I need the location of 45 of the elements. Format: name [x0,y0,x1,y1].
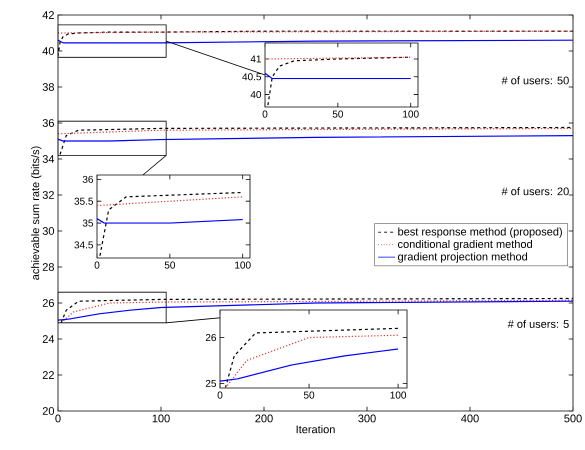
x-tick-label: 50 [304,392,314,399]
x-tick-label: 100 [390,392,406,399]
x-tick-label: 50 [332,110,344,118]
legend-label: gradient projection method [398,252,528,263]
y-tick-label: 30 [42,227,54,235]
line-series [220,348,399,382]
annotation: # of users: 50 [502,76,569,84]
x-tick-label: 100 [152,414,170,422]
x-tick-label: 500 [564,414,582,422]
x-tick-label: 50 [164,262,176,269]
annotation: # of users: 20 [502,187,569,196]
x-tick-label: 100 [403,110,419,118]
y-tick-label: 41 [250,56,261,62]
y-tick-label: 34 [42,155,54,163]
x-tick-label: 200 [255,414,273,422]
y-tick-label: 35.5 [74,198,94,205]
annotation: # of users: 5 [508,320,569,328]
x-axis-title: Iteration [296,425,335,434]
y-tick-label: 26 [206,334,216,342]
y-tick-label: 40 [42,47,54,55]
y-tick-label: 20 [42,407,54,415]
x-tick-label: 300 [358,414,376,422]
x-tick-label: 0 [55,414,61,422]
y-tick-label: 35 [82,220,94,227]
y-tick-label: 24 [42,335,54,343]
legend-label: conditional gradient method [398,240,532,250]
y-tick-label: 22 [42,371,54,379]
y-tick-label: 32 [42,191,54,199]
x-tick-label: 0 [218,392,222,399]
y-tick-label: 25 [206,380,216,387]
y-tick-label: 34.5 [74,241,94,248]
x-tick-label: 0 [94,262,100,269]
y-tick-label: 36 [42,119,54,127]
y-tick-label: 28 [42,263,54,271]
y-tick-label: 42 [42,11,54,19]
y-tick-label: 38 [42,83,54,91]
legend-label: best response method (proposed) [398,227,562,238]
x-tick-label: 0 [262,110,268,118]
y-tick-label: 40.5 [242,73,262,80]
y-tick-label: 36 [82,176,94,183]
y-axis-title: achievable sum rate (bits/s) [31,146,42,280]
y-tick-label: 26 [42,299,54,307]
y-tick-label: 40 [250,91,262,98]
x-tick-label: 100 [235,262,251,269]
x-tick-label: 400 [461,414,479,422]
